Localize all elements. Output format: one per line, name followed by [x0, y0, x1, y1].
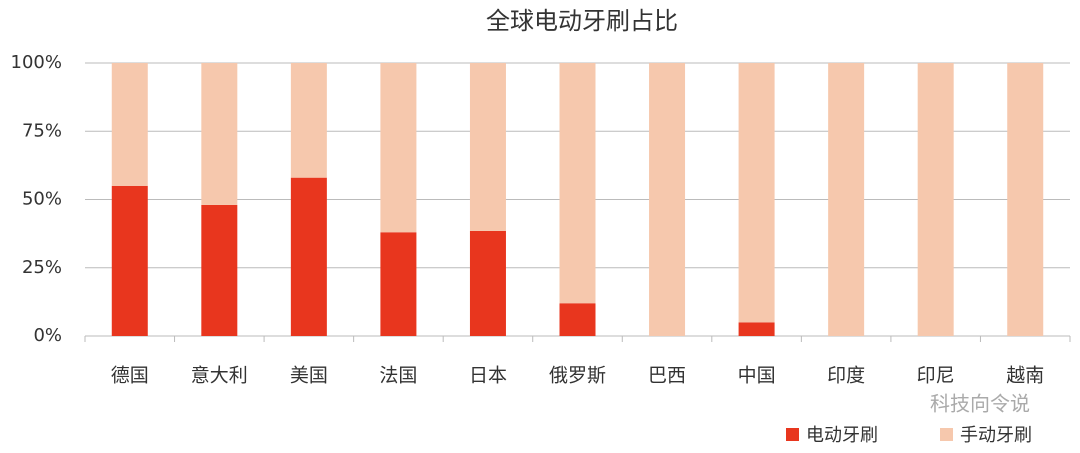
legend-label: 手动牙刷 — [960, 425, 1032, 446]
bar-segment — [828, 63, 865, 336]
x-tick-label: 日本 — [469, 365, 507, 387]
x-tick-label: 俄罗斯 — [549, 365, 606, 387]
x-tick-label: 美国 — [290, 365, 328, 387]
bar-segment — [201, 204, 238, 336]
legend-swatch — [786, 428, 799, 441]
x-tick-label: 巴西 — [648, 365, 686, 387]
bar-segment — [201, 63, 238, 205]
legend-label: 电动牙刷 — [806, 425, 878, 446]
bar-segment — [469, 230, 506, 336]
bar-segment — [738, 63, 775, 323]
legend-swatch — [940, 428, 953, 441]
bar-segment — [290, 63, 327, 178]
x-tick-label: 法国 — [379, 365, 417, 387]
bar-segment — [738, 322, 775, 336]
bar-segment — [380, 232, 417, 336]
y-tick-label: 50% — [22, 189, 62, 210]
y-tick-label: 25% — [22, 257, 62, 278]
bar-segment — [559, 303, 596, 336]
watermark: 科技向令说 — [930, 392, 1030, 416]
bar-segment — [111, 185, 148, 336]
bar-segment — [290, 177, 327, 336]
bar-segment — [649, 63, 686, 336]
bar-segment — [469, 63, 506, 231]
bar-segment — [559, 63, 596, 304]
bar-segment — [1007, 63, 1044, 336]
y-tick-label: 100% — [11, 52, 62, 73]
x-tick-label: 德国 — [111, 365, 149, 387]
bar-segment — [111, 63, 148, 186]
x-tick-label: 意大利 — [191, 365, 248, 387]
bar-segment — [917, 63, 954, 336]
y-tick-label: 0% — [33, 325, 62, 346]
x-tick-label: 印尼 — [917, 365, 955, 387]
x-tick-label: 中国 — [738, 365, 776, 387]
y-tick-label: 75% — [22, 120, 62, 141]
chart-title: 全球电动牙刷占比 — [486, 7, 678, 35]
x-tick-label: 越南 — [1006, 365, 1044, 387]
bar-segment — [380, 63, 417, 233]
x-tick-label: 印度 — [827, 365, 865, 387]
